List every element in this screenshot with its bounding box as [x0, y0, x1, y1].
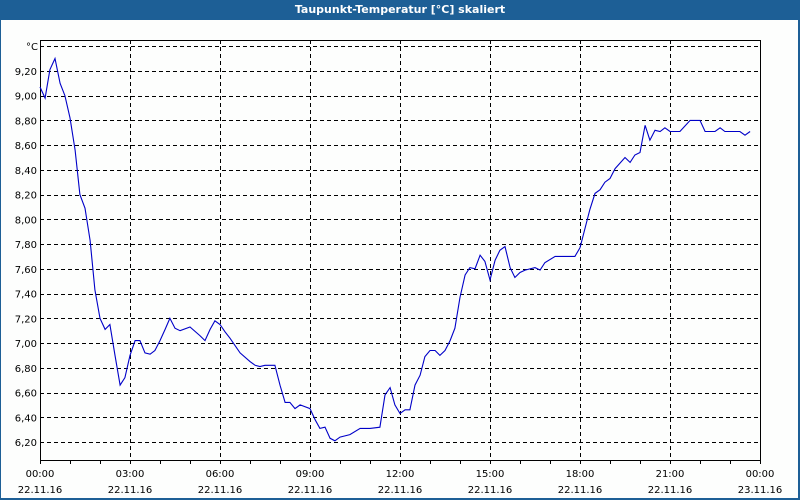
- y-tick-label: 8,00: [15, 215, 37, 226]
- x-tick-time: 12:00: [386, 469, 415, 480]
- y-tick-label: 7,60: [15, 265, 37, 276]
- chart-title: Taupunkt-Temperatur [°C] skaliert: [0, 0, 800, 20]
- y-tick-label: 6,20: [15, 438, 37, 449]
- x-tick-date: 22.11.16: [108, 485, 153, 496]
- axes: [40, 40, 761, 464]
- y-tick-label: 8,60: [15, 141, 37, 152]
- y-tick-label: 8,40: [15, 166, 37, 177]
- x-tick-time: 18:00: [566, 469, 595, 480]
- grid-lines: [40, 40, 760, 460]
- y-tick-label: 9,20: [15, 67, 37, 78]
- y-unit-label: °C: [26, 42, 38, 53]
- y-tick-label: 7,00: [15, 339, 37, 350]
- y-tick-label: 6,80: [15, 364, 37, 375]
- y-axis-labels: 6,20 6,40 6,60 6,80 7,00 7,20 7,40 7,60 7,80 8,00…: [15, 42, 38, 449]
- x-tick-date: 23.11.16: [738, 485, 783, 496]
- x-axis-labels: 00:00 22.11.16 03:00 22.11.16 06:00 22.11.16 0…: [18, 469, 783, 496]
- x-tick-time: 09:00: [296, 469, 325, 480]
- dewpoint-series-line: [39, 56, 751, 442]
- y-tick-label: 6,40: [15, 413, 37, 424]
- x-tick-time: 06:00: [206, 469, 235, 480]
- x-tick-time: 15:00: [476, 469, 505, 480]
- x-tick-time: 00:00: [26, 469, 55, 480]
- x-tick-date: 22.11.16: [558, 485, 603, 496]
- y-tick-label: 8,80: [15, 116, 37, 127]
- x-tick-time: 21:00: [656, 469, 685, 480]
- x-tick-time: 03:00: [116, 469, 145, 480]
- y-tick-label: 8,20: [15, 191, 37, 202]
- y-tick-label: 7,80: [15, 240, 37, 251]
- y-tick-label: 9,00: [15, 92, 37, 103]
- y-tick-label: 7,40: [15, 290, 37, 301]
- y-tick-label: 7,20: [15, 314, 37, 325]
- x-tick-date: 22.11.16: [288, 485, 333, 496]
- y-tick-label: 6,60: [15, 389, 37, 400]
- x-tick-date: 22.11.16: [18, 485, 63, 496]
- x-tick-date: 22.11.16: [648, 485, 693, 496]
- x-tick-date: 22.11.16: [198, 485, 243, 496]
- x-tick-time: 00:00: [746, 469, 775, 480]
- x-tick-date: 22.11.16: [378, 485, 423, 496]
- chart-panel: [1, 20, 798, 498]
- x-tick-date: 22.11.16: [468, 485, 513, 496]
